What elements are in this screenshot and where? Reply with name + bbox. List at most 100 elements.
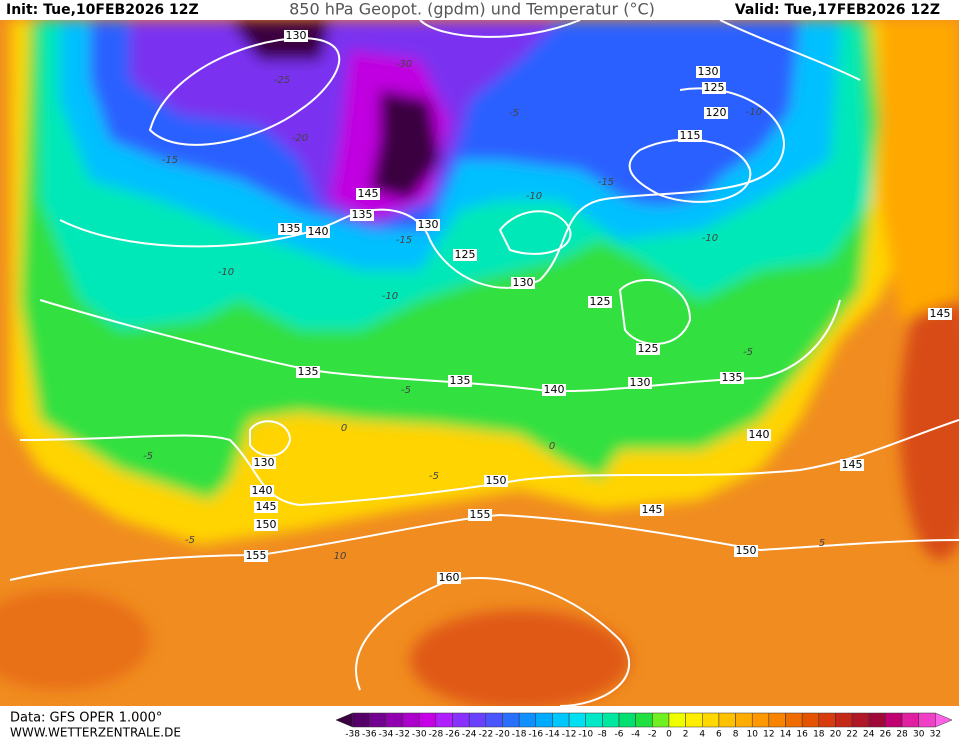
temperature-label: -25 [274,75,290,86]
geopotential-label: 150 [486,474,507,487]
colorbar-label: 18 [813,730,825,740]
geopotential-label-box [704,107,728,119]
geopotential-label: 130 [513,276,534,289]
colorbar-cell [935,712,953,728]
colorbar-label: 32 [930,730,941,740]
temperature-label: -5 [509,108,519,119]
geopotential-label-box [278,223,302,235]
geopotential-label-box [484,475,508,487]
valid-time: Valid: Tue,17FEB2026 12Z [735,2,940,18]
colorbar-label: -14 [545,730,560,740]
geopotential-label-box [284,30,308,42]
geopotential-label: 140 [749,428,770,441]
colorbar-cell [418,712,437,728]
geopotential-label: 130 [698,65,719,78]
colorbar-label: 28 [896,730,908,740]
colorbar-label: 8 [733,730,739,740]
colorbar-label: -2 [648,730,657,740]
colorbar-cell [768,712,786,728]
colorbar-label: -10 [578,730,593,740]
temperature-label: -10 [746,107,762,118]
geopotential-label: 145 [842,458,863,471]
colorbar-cell [568,712,586,728]
geopotential-label: 150 [736,544,757,557]
colorbar-cell [352,712,370,728]
colorbar-cell [635,712,653,728]
temperature-label: 5 [819,538,825,549]
temperature-label: -10 [382,291,398,302]
geopotential-label: 140 [308,225,329,238]
colorbar-label: -36 [362,730,377,740]
temperature-label: 0 [341,423,347,434]
colorbar-label: 16 [796,730,808,740]
colorbar-cell [485,712,503,728]
colorbar-cell [369,712,387,728]
colorbar-cell [751,712,770,728]
geopotential-label-box [588,296,612,308]
colorbar-label: 12 [763,730,774,740]
temperature-label: 10 [334,551,347,562]
temperature-label: -5 [401,385,411,396]
geopotential-label-box [453,249,477,261]
colorbar-label: 2 [683,730,689,740]
geopotential-label: 125 [704,81,725,94]
colorbar-label: 4 [699,730,705,740]
geopotential-label: 160 [439,571,460,584]
geopotential-label-box [296,366,320,378]
colorbar-cell [885,712,903,728]
geopotential-label-box [747,429,771,441]
colorbar-cell [835,712,853,728]
temperature-label: -10 [218,267,234,278]
geopotential-label: 135 [722,371,743,384]
geopotential-label: 140 [252,484,273,497]
colorbar-label: -24 [462,730,477,740]
temperature-label: -5 [143,451,153,462]
data-source: Data: GFS OPER 1.000° [10,711,162,726]
geopotential-label: 135 [352,208,373,221]
geopotential-label-box [356,188,380,200]
geopotential-label: 155 [246,549,267,562]
colorbar-label: -30 [412,730,427,740]
geopotential-label-box [840,459,864,471]
colorbar-cell [518,712,537,728]
geopotential-label-box [468,509,492,521]
temperature-label: -30 [396,59,412,70]
colorbar-cell [468,712,487,728]
colorbar-label: -6 [615,730,624,740]
colorbar-label: 20 [830,730,842,740]
geopotential-label-box [254,519,278,531]
colorbar-cell [901,712,919,728]
colorbar-label: -20 [495,730,510,740]
temperature-label: -5 [429,471,439,482]
map-title: 850 hPa Geopot. (gpdm) und Temperatur (°… [289,0,655,19]
geopotential-label: 140 [544,383,565,396]
geopotential-label-box [448,375,472,387]
colorbar-cell [685,712,703,728]
geopotential-label: 135 [298,365,319,378]
colorbar-cell [435,712,453,728]
colorbar-label: -32 [395,730,410,740]
geopotential-label: 135 [280,222,301,235]
geopotential-label-box [254,501,278,513]
geopotential-label-box [702,82,726,94]
geopotential-label: 145 [358,187,379,200]
colorbar: -38 -36 -34 -32 -30 -28 -26 -24 -22 -20 -18 -16 -14-… [335,712,953,740]
geopotential-label-box [511,277,535,289]
geopotential-label: 125 [590,295,611,308]
site-name: WWW.WETTERZENTRALE.DE [10,726,181,740]
colorbar-cell [718,712,736,728]
colorbar-label: 14 [780,730,792,740]
geopotential-label-box [628,377,652,389]
colorbar-label: 0 [666,730,672,740]
geopotential-label: 130 [418,218,439,231]
geopotential-label: 120 [706,106,727,119]
colorbar-label: 24 [863,730,875,740]
colorbar-cell [502,712,520,728]
colorbar-cell [535,712,553,728]
geopotential-label: 155 [470,508,491,521]
colorbar-cell [785,712,803,728]
colorbar-label: -18 [512,730,527,740]
contour-labels: 130 130 125 120 115 145 135 140 135 130 125 130 125 1… [143,29,952,584]
colorbar-label: -28 [429,730,444,740]
